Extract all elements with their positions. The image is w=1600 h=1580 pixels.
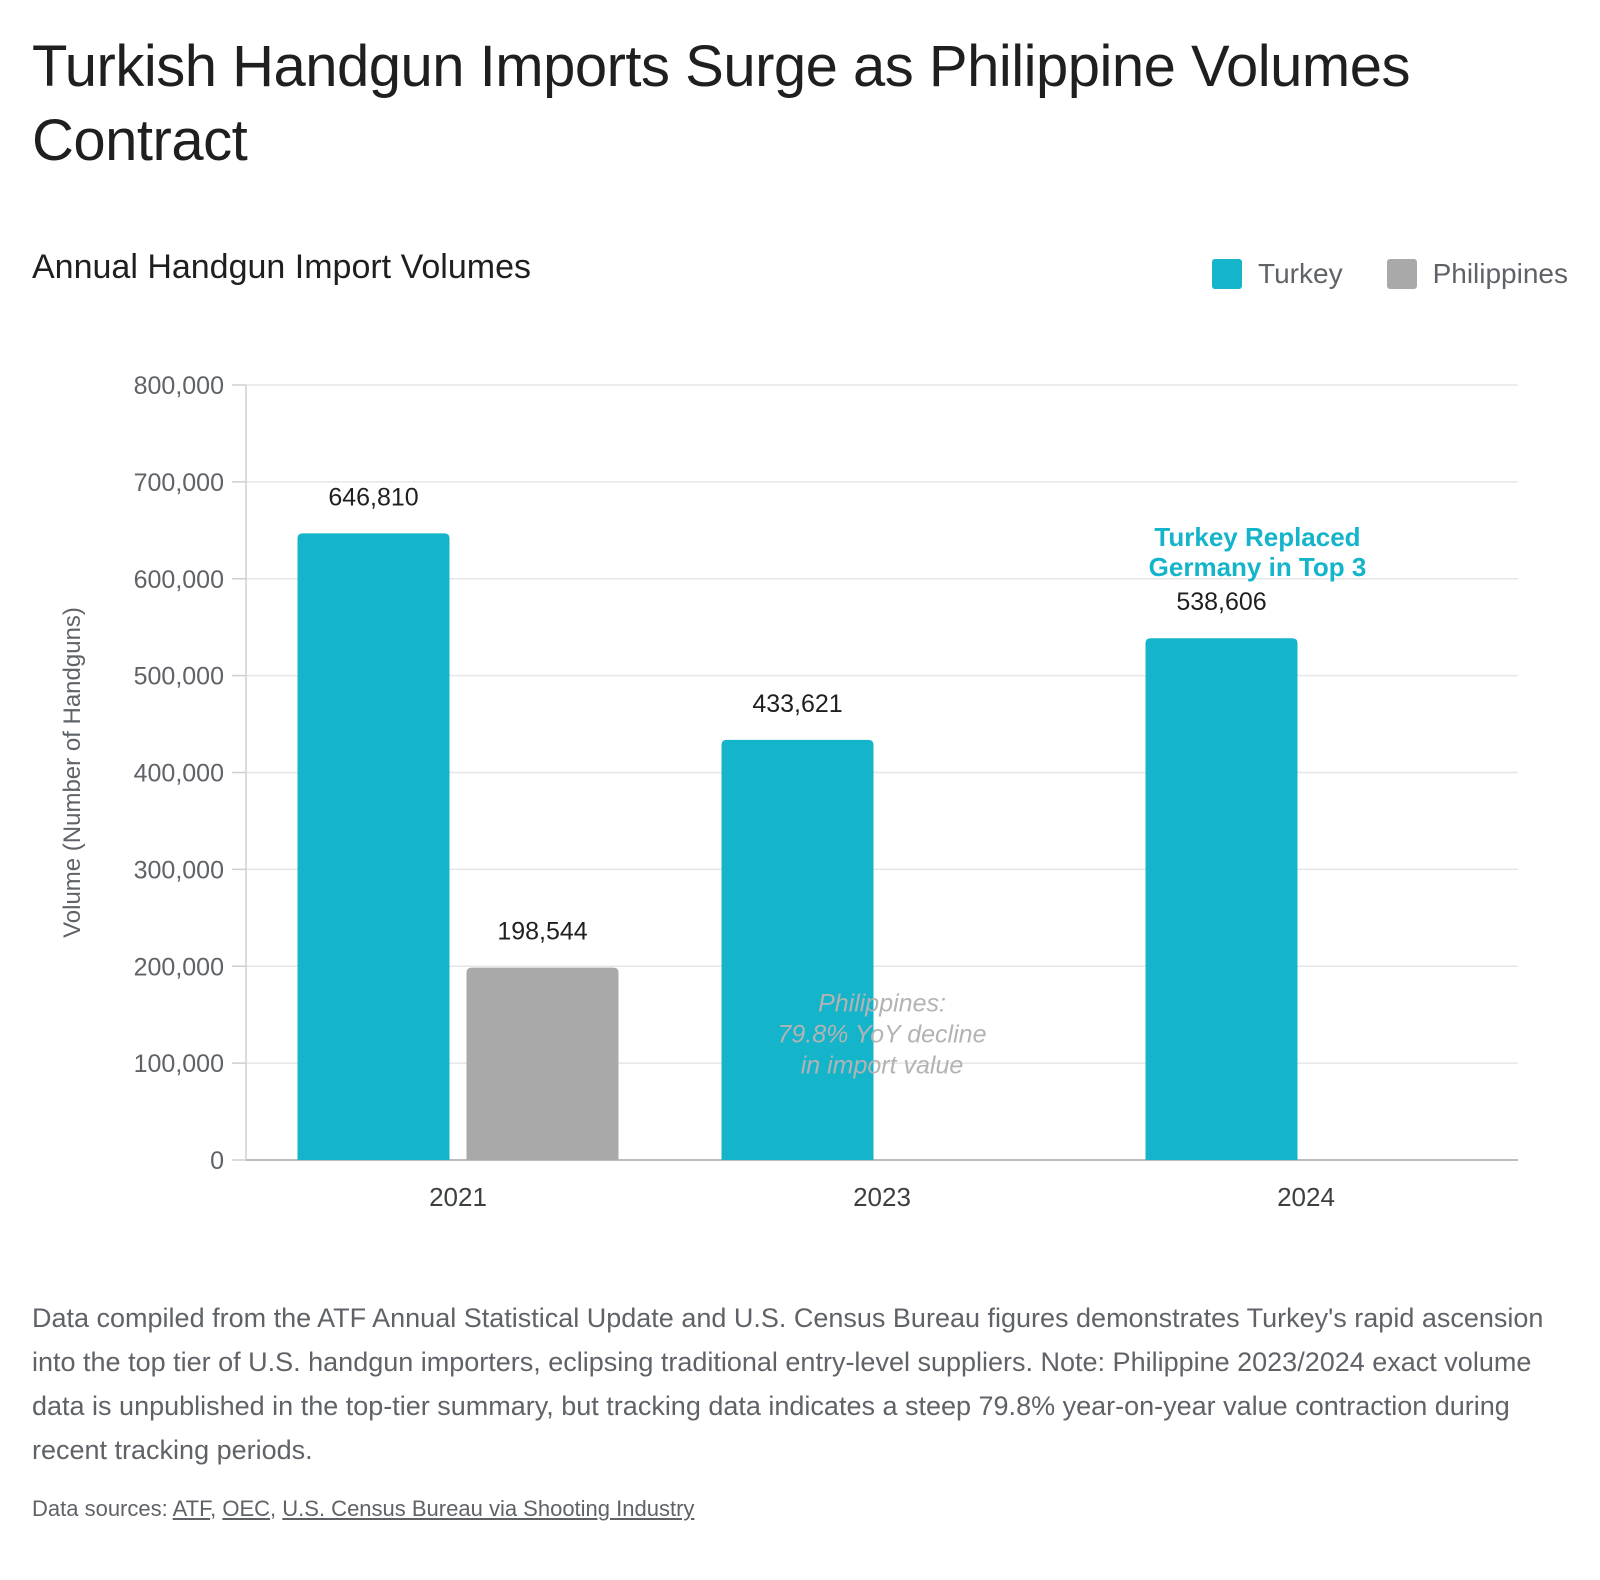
annotation-line: Philippines:: [818, 990, 946, 1018]
y-tick-label: 100,000: [134, 1050, 224, 1078]
data-label-turkey-2021: 646,810: [328, 483, 418, 511]
bar-turkey-2021: [297, 533, 450, 1160]
bar-philippines-2021: [466, 967, 619, 1160]
data-label-philippines-2021: 198,544: [497, 918, 587, 946]
source-link-atf[interactable]: ATF: [172, 1496, 211, 1521]
y-tick-label: 0: [210, 1147, 224, 1175]
legend-swatch-turkey: [1212, 259, 1243, 289]
y-tick-label: 400,000: [134, 760, 224, 788]
y-tick-label: 600,000: [134, 566, 224, 594]
legend-item-philippines[interactable]: Philippines: [1386, 258, 1568, 290]
y-tick-label: 300,000: [134, 856, 224, 884]
chart-description: Data compiled from the ATF Annual Statis…: [32, 1303, 1544, 1465]
annotation-line: in import value: [801, 1052, 964, 1080]
data-label-turkey-2024: 538,606: [1176, 588, 1266, 616]
sources-prefix: Data sources:: [32, 1496, 173, 1521]
chart-title: Annual Handgun Import Volumes: [32, 248, 531, 286]
y-tick-label: 500,000: [134, 663, 224, 691]
chart-legend: Turkey Philippines: [1212, 258, 1568, 290]
y-axis-label: Volume (Number of Handguns): [59, 607, 86, 938]
source-link-census[interactable]: U.S. Census Bureau via Shooting Industry: [282, 1496, 695, 1521]
legend-label-turkey: Turkey: [1258, 258, 1343, 289]
page-title: Turkish Handgun Imports Surge as Philipp…: [32, 34, 1410, 173]
bar-turkey-2023: [721, 739, 874, 1160]
annotation-line: 79.8% YoY decline: [778, 1021, 987, 1049]
y-tick-label: 200,000: [134, 953, 224, 981]
annotation-line: Turkey Replaced: [1154, 522, 1360, 552]
data-label-turkey-2023: 433,621: [752, 690, 842, 718]
y-tick-label: 800,000: [134, 372, 224, 400]
bar-chart: 0 100,000 200,000 300,000 400,000 500,000 600,…: [59, 372, 1518, 1212]
x-tick-label: 2021: [429, 1182, 487, 1212]
legend-swatch-philippines: [1386, 259, 1417, 289]
annotation-line: Germany in Top 3: [1149, 552, 1367, 582]
legend-item-turkey[interactable]: Turkey: [1212, 258, 1343, 290]
x-tick-label: 2023: [853, 1182, 911, 1212]
legend-label-philippines: Philippines: [1432, 258, 1568, 289]
source-link-oec[interactable]: OEC: [222, 1496, 271, 1521]
x-tick-label: 2024: [1277, 1182, 1335, 1212]
data-sources: Data sources: ATF, OEC, U.S. Census Bure…: [32, 1496, 695, 1521]
bar-turkey-2024: [1145, 638, 1298, 1160]
y-tick-label: 700,000: [134, 469, 224, 497]
